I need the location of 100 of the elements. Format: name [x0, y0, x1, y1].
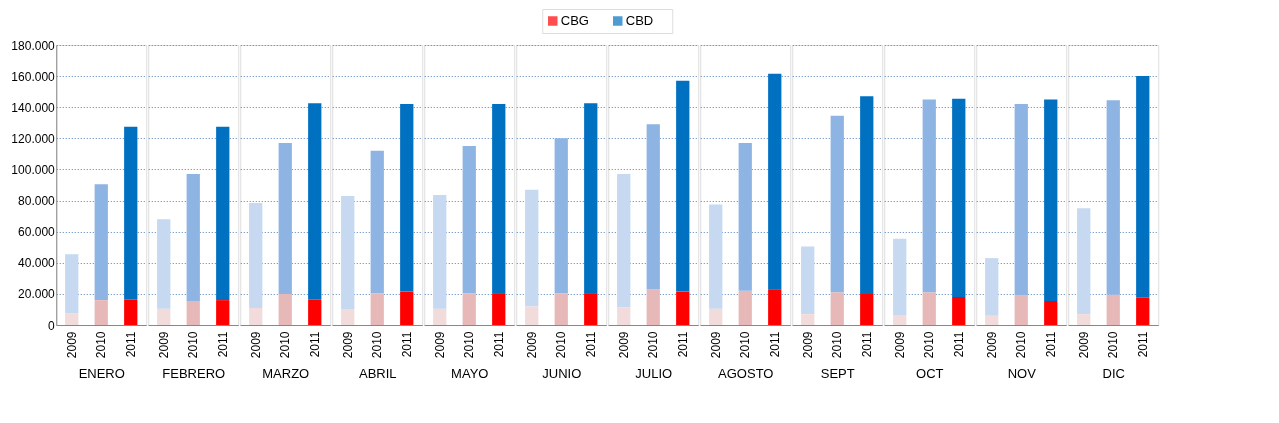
bar: [186, 174, 200, 301]
x-tick-label: 2009: [340, 331, 355, 359]
x-tick-label: 2010: [830, 331, 845, 359]
bar: [370, 293, 384, 325]
x-axis-title: MAYO: [451, 366, 489, 382]
x-tick-label: 2010: [462, 331, 477, 359]
x-axis-title: DIC: [1102, 366, 1125, 382]
x-axis-title: JUNIO: [542, 366, 582, 382]
bar: [433, 308, 447, 325]
bar: [952, 297, 966, 325]
bar: [646, 124, 660, 290]
bar: [709, 204, 723, 309]
bar: [1106, 100, 1120, 295]
bar: [65, 313, 79, 325]
x-axis-title: JULIO: [635, 366, 673, 382]
bar: [1106, 294, 1120, 325]
bar: [124, 299, 138, 325]
bar: [525, 189, 539, 307]
x-tick-label: 2010: [186, 331, 201, 359]
bar: [676, 80, 690, 292]
bar: [985, 315, 999, 325]
y-tick-label: 120.000: [11, 131, 56, 146]
x-tick-label: 2010: [738, 331, 753, 359]
y-tick-label: 20.000: [18, 287, 56, 302]
x-tick-label: 2010: [922, 331, 937, 359]
x-tick-label: 2009: [1076, 331, 1091, 359]
bar: [1077, 314, 1091, 325]
bar: [830, 115, 844, 293]
bar: [186, 300, 200, 325]
y-tick-label: 80.000: [18, 194, 56, 209]
x-tick-label: 2009: [156, 331, 171, 359]
x-axis-title: ENERO: [78, 366, 125, 382]
x-tick-label: 2011: [951, 331, 966, 358]
bar: [617, 174, 631, 308]
y-tick-label: 100.000: [11, 162, 56, 177]
bar: [893, 238, 907, 315]
x-tick-label: 2010: [646, 331, 661, 359]
bar: [341, 195, 355, 310]
x-tick-label: 2011: [675, 331, 690, 358]
bar: [922, 292, 936, 325]
bar: [1014, 295, 1028, 325]
x-tick-label: 2011: [1135, 331, 1150, 358]
bar: [249, 307, 263, 325]
bar: [525, 306, 539, 325]
bar: [94, 300, 108, 325]
x-tick-label: 2011: [215, 331, 230, 358]
bar: [768, 73, 782, 290]
bar: [801, 246, 815, 315]
bar: [1136, 297, 1150, 325]
bar: [65, 254, 79, 314]
x-tick-label: 2011: [399, 331, 414, 358]
x-tick-label: 2011: [491, 331, 506, 358]
bar: [157, 308, 171, 325]
bar: [400, 291, 414, 325]
y-tick-label: 160.000: [11, 69, 56, 84]
bar: [617, 307, 631, 325]
bar: [249, 202, 263, 308]
bar: [676, 291, 690, 325]
x-tick-label: 2011: [1043, 331, 1058, 358]
bar: [985, 258, 999, 316]
x-tick-label: 2009: [524, 331, 539, 359]
bar: [554, 293, 568, 325]
x-tick-label: 2011: [859, 331, 874, 358]
bar: [400, 104, 414, 292]
y-tick-label: 40.000: [18, 256, 56, 271]
bar: [124, 126, 138, 300]
x-tick-label: 2010: [278, 331, 293, 359]
bar: [157, 219, 171, 309]
y-tick-label: 180.000: [11, 38, 56, 53]
bar: [278, 293, 292, 325]
y-tick-label: 60.000: [18, 225, 56, 240]
bar: [492, 293, 506, 325]
bar: [433, 195, 447, 309]
x-tick-label: 2009: [248, 331, 263, 359]
y-tick-label: 0: [48, 318, 56, 333]
x-tick-label: 2009: [800, 331, 815, 359]
bar: [462, 146, 476, 294]
bar: [462, 293, 476, 325]
bar: [554, 138, 568, 294]
x-axis-title: NOV: [1007, 366, 1037, 382]
bar: [1044, 300, 1058, 325]
x-tick-label: 2010: [554, 331, 569, 359]
bar: [922, 99, 936, 293]
bar: [584, 103, 598, 294]
bar: [94, 184, 108, 301]
bar: [738, 290, 752, 325]
x-tick-label: 2011: [123, 331, 138, 358]
x-tick-label: 2009: [432, 331, 447, 359]
x-axis-title: SEPT: [820, 366, 855, 382]
bar: [1014, 104, 1028, 296]
x-axis-title: ABRIL: [358, 366, 397, 382]
bar: [860, 293, 874, 325]
x-tick-label: 2009: [708, 331, 723, 359]
x-tick-label: 2010: [1014, 331, 1029, 359]
bar: [492, 104, 506, 294]
bar: [308, 299, 322, 325]
x-tick-label: 2010: [370, 331, 385, 359]
bar: [308, 103, 322, 300]
bar: [768, 289, 782, 325]
legend-label: CBD: [625, 13, 654, 28]
